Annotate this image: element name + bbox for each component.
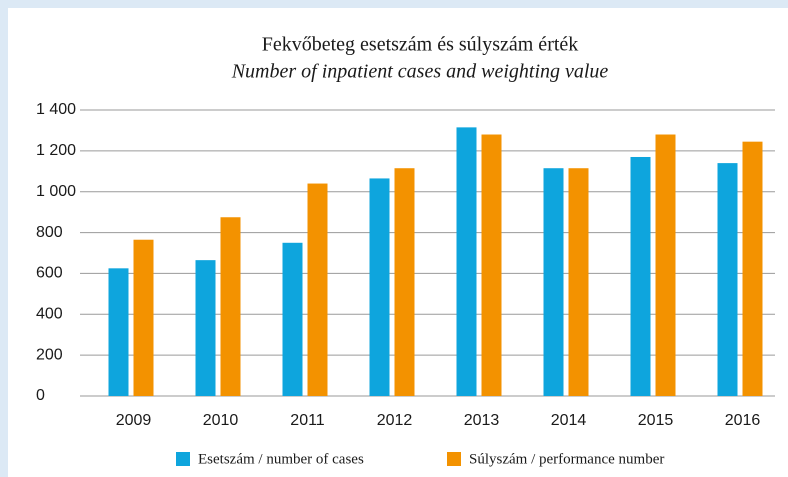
bar <box>133 239 154 396</box>
y-tick-label: 400 <box>36 306 63 323</box>
x-tick-label: 2010 <box>203 412 239 429</box>
bar <box>717 163 738 396</box>
bar <box>195 260 216 396</box>
x-tick-label: 2011 <box>290 412 325 429</box>
y-tick-label: 1 200 <box>36 142 76 159</box>
y-tick-label: 800 <box>36 224 63 241</box>
y-tick-label: 0 <box>36 387 45 404</box>
x-tick-label: 2009 <box>116 412 152 429</box>
bar <box>394 168 415 396</box>
bar <box>655 134 676 396</box>
x-tick-label: 2015 <box>638 412 674 429</box>
x-tick-label: 2016 <box>725 412 761 429</box>
legend-label: Esetszám / number of cases <box>198 451 364 467</box>
bar <box>220 217 241 396</box>
y-tick-label: 600 <box>36 265 63 282</box>
bar <box>568 168 589 396</box>
bar <box>108 268 129 396</box>
y-tick-label: 200 <box>36 346 63 363</box>
bar <box>456 127 477 396</box>
legend-swatch <box>176 452 190 466</box>
legend-label: Súlyszám / performance number <box>469 451 664 467</box>
bar <box>630 156 651 396</box>
bar <box>481 134 502 396</box>
y-tick-label: 1 000 <box>36 183 76 200</box>
x-tick-label: 2013 <box>464 412 500 429</box>
bar <box>282 242 303 396</box>
bar <box>307 183 328 396</box>
chart-title: Fekvőbeteg esetszám és súlyszám érték <box>262 34 579 56</box>
legend-swatch <box>447 452 461 466</box>
bar <box>543 168 564 396</box>
bar <box>369 178 390 396</box>
x-tick-label: 2012 <box>377 412 413 429</box>
bar <box>742 141 763 396</box>
chart-subtitle: Number of inpatient cases and weighting … <box>231 61 609 83</box>
y-tick-label: 1 400 <box>36 101 76 118</box>
x-tick-label: 2014 <box>551 412 587 429</box>
